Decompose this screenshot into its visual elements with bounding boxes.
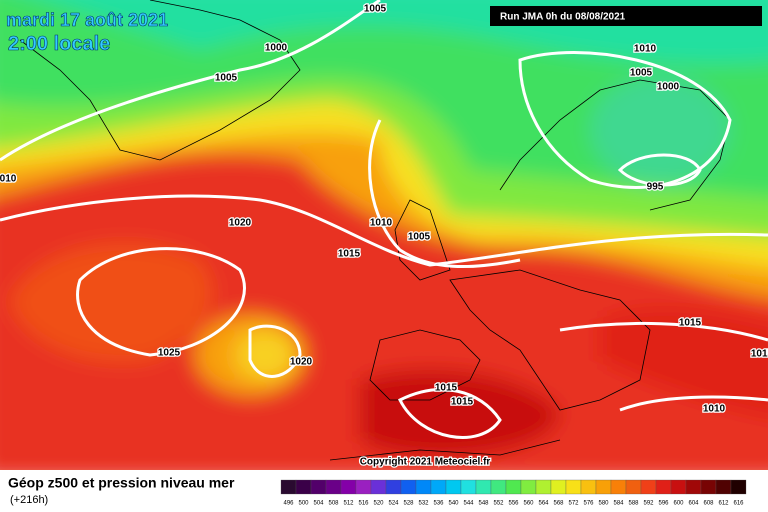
scale-label: 532 bbox=[418, 501, 429, 507]
scale-label: 528 bbox=[403, 501, 414, 507]
scale-swatch bbox=[730, 479, 747, 495]
isobar-label: 1005 bbox=[364, 4, 387, 15]
scale-label: 524 bbox=[388, 501, 399, 507]
isobar-label: 1010 bbox=[703, 404, 726, 415]
scale-label: 520 bbox=[373, 501, 384, 507]
isobar-label: 1005 bbox=[630, 68, 653, 79]
scale-swatch bbox=[415, 479, 432, 495]
scale-label: 604 bbox=[688, 501, 699, 507]
scale-label: 600 bbox=[673, 501, 684, 507]
legend-subtitle: (+216h) bbox=[10, 494, 48, 506]
scale-swatch bbox=[280, 479, 297, 495]
isobar-label: 995 bbox=[647, 182, 664, 193]
field bbox=[0, 0, 768, 480]
isobar-label: 1015 bbox=[679, 318, 702, 329]
color-scale: 496 500 504 508 512 516 520 524 528 532 536 540 544 5… bbox=[280, 479, 747, 507]
scale-swatch bbox=[325, 479, 342, 495]
scale-swatch bbox=[340, 479, 357, 495]
isobar-label: 1015 bbox=[751, 349, 768, 360]
scale-label: 540 bbox=[448, 501, 459, 507]
isobar-label: 1025 bbox=[158, 348, 181, 359]
map-time: 2:00 locale bbox=[8, 33, 110, 55]
scale-label: 512 bbox=[343, 501, 354, 507]
scale-swatch bbox=[580, 479, 597, 495]
run-box bbox=[490, 6, 762, 26]
scale-swatch bbox=[700, 479, 717, 495]
map-date: mardi 17 août 2021 bbox=[6, 10, 168, 30]
scale-swatch bbox=[670, 479, 687, 495]
scale-swatch bbox=[610, 479, 627, 495]
coastlines bbox=[19, 0, 731, 461]
isobar-label: 010 bbox=[0, 174, 17, 185]
scale-label: 500 bbox=[298, 501, 309, 507]
scale-label: 584 bbox=[613, 501, 624, 507]
scale-swatch bbox=[520, 479, 537, 495]
isobar-label: 1020 bbox=[229, 218, 252, 229]
scale-label: 568 bbox=[553, 501, 564, 507]
scale-label: 616 bbox=[733, 501, 744, 507]
scale-swatch bbox=[355, 479, 372, 495]
scale-label: 592 bbox=[643, 501, 654, 507]
scale-label: 496 bbox=[283, 501, 294, 507]
scale-label: 612 bbox=[718, 501, 729, 507]
scale-swatch bbox=[715, 479, 732, 495]
scale-label: 580 bbox=[598, 501, 609, 507]
scale-label: 556 bbox=[508, 501, 519, 507]
scale-swatch bbox=[625, 479, 642, 495]
isobar-labels: 1005 1000 1005 1010 1005 1000 995 010 1020 1010 10… bbox=[0, 2, 768, 416]
scale-label: 508 bbox=[328, 501, 339, 507]
scale-swatch bbox=[310, 479, 327, 495]
scale-swatch bbox=[385, 479, 402, 495]
isobar-label: 1000 bbox=[657, 82, 680, 93]
run-info: Run JMA 0h du 08/08/2021 bbox=[500, 12, 626, 23]
scale-label: 572 bbox=[568, 501, 579, 507]
isobar-label: 1015 bbox=[451, 397, 474, 408]
scale-swatch bbox=[640, 479, 657, 495]
scale-label: 576 bbox=[583, 501, 594, 507]
scale-swatch bbox=[505, 479, 522, 495]
scale-swatch bbox=[535, 479, 552, 495]
scale-label: 544 bbox=[463, 501, 474, 507]
isobar-label: 1005 bbox=[215, 73, 238, 84]
scale-swatch bbox=[460, 479, 477, 495]
isobars bbox=[0, 0, 768, 437]
isobar-label: 1005 bbox=[408, 232, 431, 243]
scale-swatch bbox=[550, 479, 567, 495]
scale-label: 516 bbox=[358, 501, 369, 507]
scale-label: 564 bbox=[538, 501, 549, 507]
scale-label: 536 bbox=[433, 501, 444, 507]
scale-swatch bbox=[595, 479, 612, 495]
scale-swatch bbox=[565, 479, 582, 495]
isobar-label: 1015 bbox=[435, 383, 458, 394]
scale-swatch bbox=[490, 479, 507, 495]
isobar-label: 1015 bbox=[338, 249, 361, 260]
scale-swatch bbox=[430, 479, 447, 495]
scale-swatch bbox=[370, 479, 387, 495]
scale-label: 588 bbox=[628, 501, 639, 507]
scale-label: 552 bbox=[493, 501, 504, 507]
scale-label: 596 bbox=[658, 501, 669, 507]
copyright: Copyright 2021 Meteociel.fr bbox=[360, 457, 491, 468]
isobar-label: 1010 bbox=[370, 218, 393, 229]
scale-swatch bbox=[475, 479, 492, 495]
scale-label: 608 bbox=[703, 501, 714, 507]
scale-swatch bbox=[445, 479, 462, 495]
scale-label: 548 bbox=[478, 501, 489, 507]
scale-swatch bbox=[655, 479, 672, 495]
scale-swatch bbox=[295, 479, 312, 495]
scale-swatch bbox=[685, 479, 702, 495]
scale-label: 560 bbox=[523, 501, 534, 507]
isobar-label: 1010 bbox=[634, 44, 657, 55]
isobar-label: 1000 bbox=[265, 43, 288, 54]
isobar-label: 1020 bbox=[290, 357, 313, 368]
scale-swatch bbox=[400, 479, 417, 495]
legend-title: Géop z500 et pression niveau mer bbox=[8, 475, 235, 491]
scale-label: 504 bbox=[313, 501, 324, 507]
